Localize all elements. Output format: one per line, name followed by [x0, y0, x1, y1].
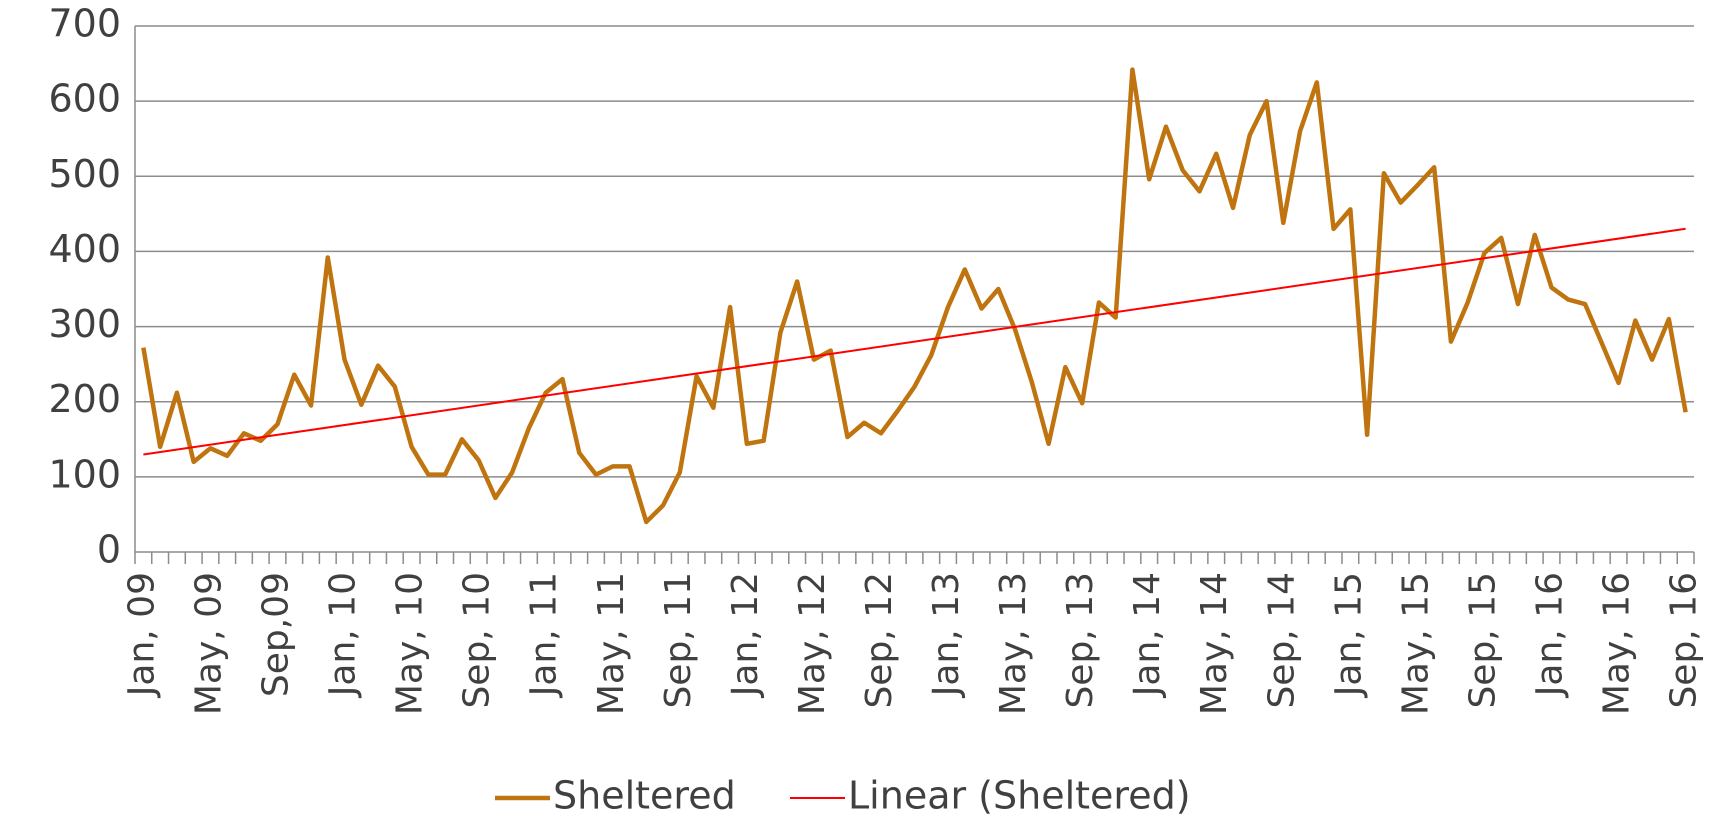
x-tick-label: Sep, 12	[859, 572, 900, 709]
trend-line	[143, 227, 1686, 456]
x-tick-label: Sep, 10	[457, 572, 498, 709]
x-tick-label: May, 13	[993, 572, 1034, 715]
y-tick-label: 400	[48, 227, 121, 271]
x-tick-label: May, 10	[390, 572, 431, 715]
x-tick-label: May, 15	[1395, 572, 1436, 715]
x-tick-label: Jan, 15	[1328, 572, 1369, 698]
y-tick-label: 100	[48, 452, 121, 496]
y-tick-label: 500	[48, 152, 121, 196]
x-tick-label: May, 12	[792, 572, 833, 715]
x-tick-label: Jan, 12	[725, 572, 766, 698]
x-tick-label: Sep, 16	[1664, 572, 1705, 709]
y-tick-label: 300	[48, 302, 121, 346]
x-tick-label: Jan, 09	[121, 572, 162, 698]
legend-label: Linear (Sheltered)	[848, 774, 1191, 818]
x-tick-label: May, 11	[591, 572, 632, 715]
x-tick-label: Jan, 13	[926, 572, 967, 698]
legend-label: Sheltered	[553, 774, 736, 818]
x-tick-label: Sep, 14	[1261, 572, 1302, 709]
x-tick-label: Sep, 13	[1060, 572, 1101, 709]
x-tick-label: May, 14	[1194, 572, 1235, 715]
x-tick-label: May, 09	[188, 572, 229, 715]
x-tick-label: Sep, 15	[1462, 572, 1503, 709]
x-tick-label: Sep, 11	[658, 572, 699, 709]
y-tick-label: 200	[48, 377, 121, 421]
x-tick-label: Jan, 10	[323, 572, 364, 698]
x-tick-label: Jan, 11	[524, 572, 565, 698]
x-tick-label: Sep,09	[255, 572, 296, 697]
series-line	[141, 67, 1688, 525]
x-tick-label: May, 16	[1597, 572, 1638, 715]
y-tick-label: 600	[48, 77, 121, 121]
x-tick-label: Jan, 14	[1127, 572, 1168, 698]
y-tick-label: 700	[48, 2, 121, 46]
x-tick-label: Jan, 16	[1530, 572, 1571, 698]
y-tick-label: 0	[97, 528, 121, 572]
